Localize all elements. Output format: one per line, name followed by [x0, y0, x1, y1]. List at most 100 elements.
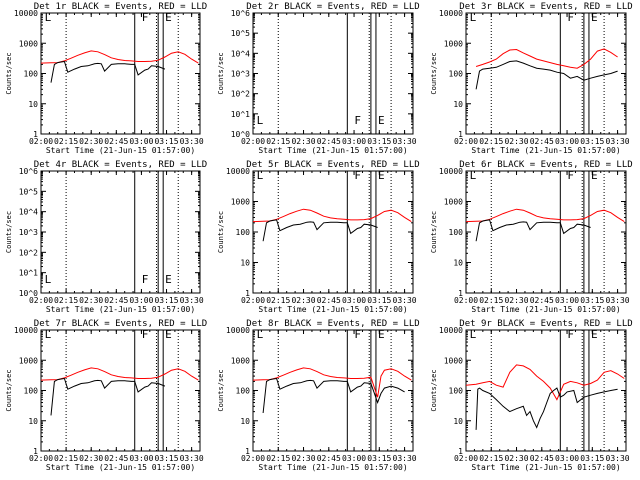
x-axis-label: Start Time (21-Jun-15 01:57:00): [471, 146, 620, 155]
y-tick-label: 10: [453, 100, 463, 109]
y-tick-label: 10: [240, 417, 250, 426]
lld-series-line: [475, 48, 618, 69]
x-axis-label: Start Time (21-Jun-15 01:57:00): [471, 463, 620, 472]
flag-label: F: [142, 11, 149, 24]
y-tick-label: 10000: [439, 9, 463, 18]
x-tick-label: 03:00: [555, 137, 579, 146]
x-tick-label: 02:15: [54, 454, 78, 463]
x-tick-label: 02:00: [29, 137, 53, 146]
y-tick-label: 10000: [226, 326, 250, 335]
x-tick-label: 02:15: [266, 454, 290, 463]
x-tick-label: 02:00: [241, 296, 265, 305]
flag-label: F: [567, 328, 574, 341]
y-tick-label: 1000: [444, 356, 463, 365]
flag-label: L: [470, 11, 477, 24]
x-tick-label: 02:15: [54, 296, 78, 305]
y-tick-label: 10^4: [19, 208, 38, 217]
flag-label: E: [378, 169, 385, 182]
lld-series-line: [465, 208, 625, 223]
y-tick-label: 1000: [19, 356, 38, 365]
x-tick-label: 02:45: [104, 296, 128, 305]
x-tick-label: 03:30: [180, 137, 204, 146]
y-tick-label: 10: [453, 259, 463, 268]
chart-title: Det 8r BLACK = Events, RED = LLD: [246, 319, 419, 329]
x-tick-label: 02:15: [479, 296, 503, 305]
x-tick-label: 03:00: [342, 137, 366, 146]
y-tick-label: 10^5: [19, 187, 38, 196]
x-tick-label: 03:15: [367, 137, 391, 146]
x-tick-label: 02:45: [317, 296, 341, 305]
flag-label: F: [354, 169, 361, 182]
x-tick-label: 03:15: [367, 454, 391, 463]
x-tick-label: 02:30: [291, 296, 315, 305]
y-tick-label: 10000: [439, 326, 463, 335]
y-tick-label: 10000: [14, 326, 38, 335]
flag-label: L: [45, 11, 52, 24]
events-series-line: [262, 377, 405, 414]
y-tick-label: 1: [245, 447, 250, 456]
x-tick-label: 03:30: [180, 454, 204, 463]
x-tick-label: 03:15: [154, 454, 178, 463]
x-tick-label: 02:15: [479, 454, 503, 463]
x-tick-label: 03:30: [606, 454, 630, 463]
y-tick-label: 1: [458, 447, 463, 456]
flag-label: L: [257, 328, 264, 341]
x-axis-label: Start Time (21-Jun-15 01:57:00): [46, 463, 195, 472]
x-tick-label: 02:30: [291, 137, 315, 146]
y-tick-label: 100: [24, 387, 39, 396]
y-tick-label: 10^1: [19, 269, 38, 278]
y-tick-label: 100: [449, 70, 464, 79]
lld-series-line: [465, 364, 625, 401]
y-axis-label: Counts/sec: [217, 211, 225, 253]
events-series-line: [475, 387, 618, 430]
x-tick-label: 03:00: [129, 454, 153, 463]
x-tick-label: 02:15: [266, 137, 290, 146]
x-tick-label: 03:15: [580, 454, 604, 463]
flag-label: L: [45, 328, 52, 341]
events-series-line: [475, 60, 618, 90]
x-tick-label: 03:15: [154, 296, 178, 305]
x-tick-label: 03:00: [129, 296, 153, 305]
x-tick-label: 03:00: [342, 454, 366, 463]
x-tick-label: 02:45: [530, 137, 554, 146]
y-axis-label: Counts/sec: [5, 369, 13, 411]
x-axis-label: Start Time (21-Jun-15 01:57:00): [258, 463, 407, 472]
x-tick-label: 02:45: [317, 454, 341, 463]
x-tick-label: 02:00: [454, 296, 478, 305]
y-tick-label: 10^6: [19, 167, 38, 176]
y-tick-label: 10^4: [231, 49, 250, 58]
y-axis-label: Counts/sec: [5, 211, 13, 253]
x-tick-label: 02:45: [104, 454, 128, 463]
x-tick-label: 03:30: [180, 296, 204, 305]
y-tick-label: 10^0: [231, 130, 250, 139]
flag-label: E: [378, 114, 385, 127]
y-tick-label: 10000: [439, 167, 463, 176]
y-tick-label: 10000: [226, 167, 250, 176]
chart-title: Det 3r BLACK = Events, RED = LLD: [459, 2, 632, 12]
y-tick-label: 10^3: [19, 228, 38, 237]
x-tick-label: 02:30: [79, 137, 103, 146]
x-tick-label: 03:00: [555, 296, 579, 305]
lld-series-line: [40, 367, 199, 381]
x-tick-label: 02:45: [530, 454, 554, 463]
y-tick-label: 100: [449, 387, 464, 396]
chart-title: Det 1r BLACK = Events, RED = LLD: [34, 2, 207, 12]
y-axis-label: Counts/sec: [217, 369, 225, 411]
x-tick-label: 02:45: [530, 296, 554, 305]
flag-label: L: [470, 328, 477, 341]
x-tick-label: 02:45: [317, 137, 341, 146]
flag-label: L: [257, 169, 264, 182]
y-tick-label: 10^1: [231, 110, 250, 119]
flag-label: F: [142, 273, 149, 286]
flag-label: F: [354, 114, 361, 127]
y-tick-label: 1: [245, 289, 250, 298]
chart-title: Det 4r BLACK = Events, RED = LLD: [34, 160, 207, 170]
x-tick-label: 02:00: [241, 137, 265, 146]
y-tick-label: 100: [236, 228, 251, 237]
x-tick-label: 02:30: [504, 454, 528, 463]
